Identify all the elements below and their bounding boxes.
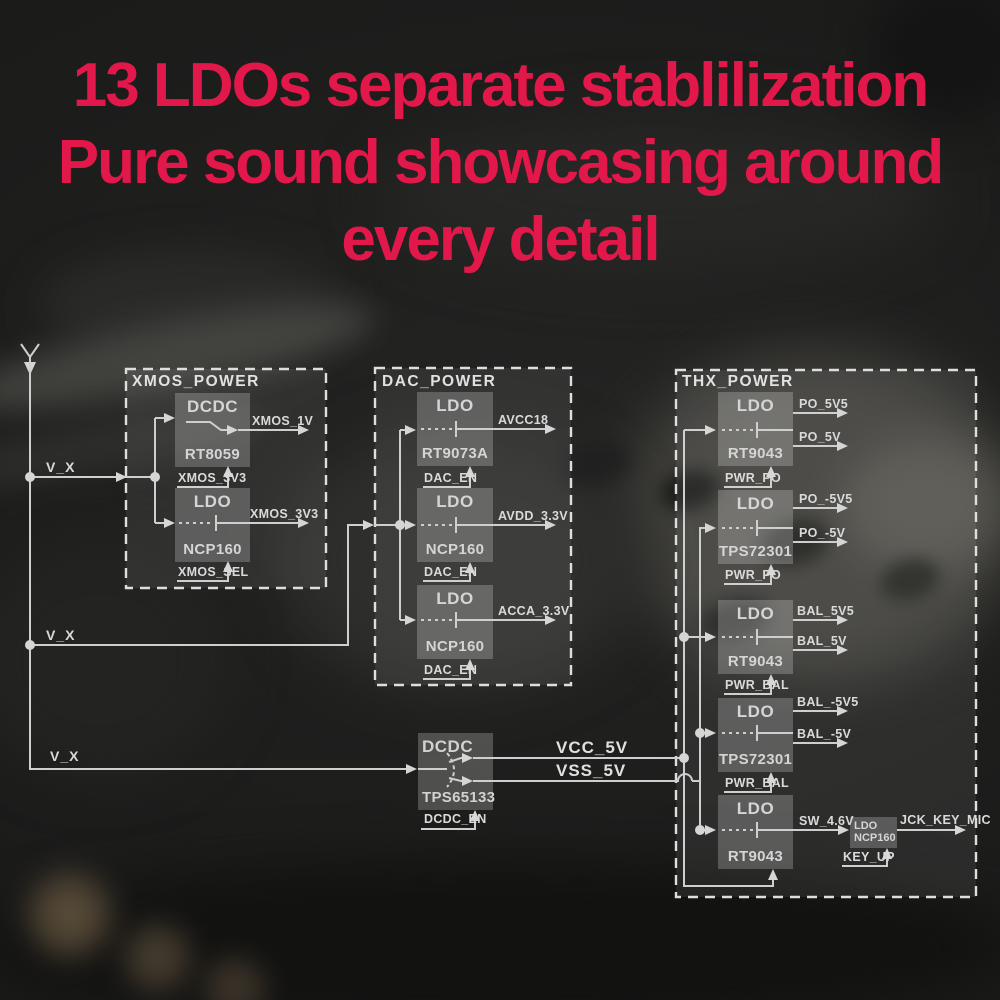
signal-label-vcc-5v: VCC_5V [556, 738, 629, 757]
headline-line-2: Pure sound showcasing around [57, 128, 944, 197]
signal-label-pwr-po-1: PWR_PO [725, 471, 781, 485]
signal-label-dcdc-en: DCDC_EN [424, 812, 487, 826]
signal-label-acca-3v3: ACCA_3.3V [498, 604, 570, 618]
block-type-label: LDO [175, 492, 250, 512]
signal-label-xmos-3v3-out: XMOS_3V3 [250, 507, 319, 521]
signal-label-xmos-1v: XMOS_1V [252, 414, 314, 428]
signal-label-avcc18: AVCC18 [498, 413, 549, 427]
signal-label-dac-en-3: DAC_EN [424, 663, 478, 677]
headline-line-1: 13 LDOs separate stablilization [72, 51, 930, 120]
signal-label-po-5v5: PO_5V5 [799, 397, 849, 411]
background-blob [30, 875, 110, 955]
vx-input-label-2: V_X [46, 627, 76, 643]
signal-label-vss-5v: VSS_5V [556, 761, 627, 780]
block-type-label: LDO [854, 820, 897, 832]
block-part-number: TPS65133 [422, 789, 496, 806]
vx-input-label-1: V_X [46, 459, 76, 475]
vx-input-label-3: V_X [50, 748, 80, 764]
block-thx-ldo-tps72301-bal: LDO TPS72301 [718, 698, 793, 772]
headline: 13 LDOs separate stablilization Pure sou… [0, 47, 1000, 278]
signal-label-xmos-3v3-enable: XMOS_3V3 [178, 471, 247, 485]
wire-xmos-power [150, 413, 309, 582]
block-thx-ldo-rt9043-sw: LDO RT9043 [718, 795, 793, 869]
signal-label-po-neg5v: PO_-5V [799, 526, 846, 540]
box-title-thx-power: THX_POWER [682, 373, 794, 390]
block-part-number: NCP160 [175, 541, 250, 558]
block-type-label: LDO [718, 604, 793, 624]
wire-left-bus [20, 343, 417, 774]
wire-dac-power [374, 421, 556, 680]
block-type-label: LDO [417, 589, 493, 609]
block-type-label: DCDC [422, 737, 474, 756]
block-type-label: LDO [718, 494, 793, 514]
block-type-label: LDO [417, 492, 493, 512]
background-blob [380, 120, 940, 270]
box-title-dac-power: DAC_POWER [382, 373, 497, 390]
wire-thx-power [679, 408, 966, 887]
block-dcdc-tps65133: DCDC TPS65133 [418, 733, 495, 810]
signal-label-pwr-bal-1: PWR_BAL [725, 678, 789, 692]
signal-label-pwr-po-2: PWR_PO [725, 568, 781, 582]
block-type-label: LDO [718, 396, 793, 416]
block-part-number: NCP160 [417, 541, 493, 558]
signal-label-bal-neg5v5: BAL_-5V5 [797, 695, 859, 709]
signal-label-key-up: KEY_UP [843, 850, 895, 864]
signal-label-po-5v: PO_5V [799, 430, 841, 444]
dashed-group-boxes [124, 366, 978, 899]
signal-label-avdd-3v3: AVDD_3.3V [498, 509, 568, 523]
block-thx-ldo-rt9043-po: LDO RT9043 [718, 392, 793, 466]
block-type-label: LDO [718, 702, 793, 722]
block-part-number: RT9043 [718, 848, 793, 865]
signal-label-bal-5v: BAL_5V [797, 634, 847, 648]
block-jack-ldo-ncp160: LDO NCP160 [850, 817, 897, 848]
block-xmos-ldo-ncp160: LDO NCP160 [175, 488, 250, 562]
signal-label-dac-en-2: DAC_EN [424, 565, 478, 579]
background-blob [840, 440, 1000, 570]
signal-label-po-neg5v5: PO_-5V5 [799, 492, 853, 506]
block-part-number: RT9043 [718, 445, 793, 462]
block-part-number: RT9073A [417, 445, 493, 462]
signal-label-dac-en-1: DAC_EN [424, 471, 478, 485]
block-type-label: DCDC [175, 397, 250, 417]
signal-label-jck-key-mic: JCK_KEY_MIC [900, 813, 991, 827]
signal-label-bal-neg5v: BAL_-5V [797, 727, 852, 741]
block-part-number: RT9043 [718, 653, 793, 670]
block-type-label: LDO [718, 799, 793, 819]
block-part-number: NCP160 [854, 832, 897, 844]
signal-label-pwr-bal-2: PWR_BAL [725, 776, 789, 790]
signal-label-bal-5v5: BAL_5V5 [797, 604, 854, 618]
block-type-label: LDO [417, 396, 493, 416]
block-part-number: RT8059 [175, 446, 250, 463]
signal-label-xmos-sel: XMOS_SEL [178, 565, 249, 579]
background-blob [125, 925, 190, 990]
box-title-xmos-power: XMOS_POWER [132, 373, 260, 390]
signal-label-sw-4v6: SW_4.6V [799, 814, 854, 828]
block-part-number: TPS72301 [718, 751, 793, 768]
block-part-number: TPS72301 [718, 543, 793, 560]
headline-line-3: every detail [341, 205, 660, 274]
background-blob [205, 958, 265, 1000]
block-part-number: NCP160 [417, 638, 493, 655]
